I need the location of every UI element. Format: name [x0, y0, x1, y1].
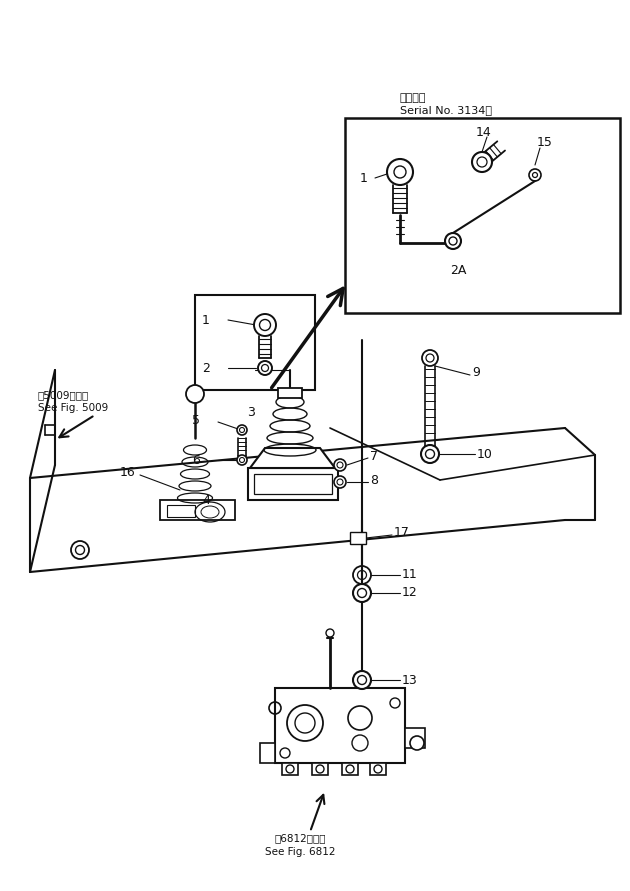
Text: 17: 17	[394, 527, 410, 539]
Circle shape	[353, 671, 371, 689]
Text: 9: 9	[472, 365, 480, 379]
Text: 15: 15	[537, 136, 553, 150]
Text: 適用号機: 適用号機	[400, 93, 427, 103]
Circle shape	[410, 736, 424, 750]
Text: 11: 11	[402, 568, 418, 582]
Bar	[342, 763, 358, 775]
Circle shape	[334, 476, 346, 488]
Text: Serial No. 3134～: Serial No. 3134～	[400, 105, 492, 115]
Circle shape	[237, 455, 247, 465]
Text: 8: 8	[370, 473, 378, 486]
Text: 1: 1	[202, 314, 210, 326]
Text: 2A: 2A	[450, 264, 466, 276]
Circle shape	[445, 233, 461, 249]
Text: See Fig. 6812: See Fig. 6812	[265, 847, 335, 857]
Bar	[248, 468, 338, 500]
Bar	[282, 763, 298, 775]
Polygon shape	[250, 448, 335, 468]
Circle shape	[472, 152, 492, 172]
Bar	[350, 532, 366, 544]
Circle shape	[422, 350, 438, 366]
Bar	[275, 688, 405, 763]
Text: 16: 16	[119, 465, 135, 478]
Circle shape	[326, 629, 334, 637]
Text: 2: 2	[202, 362, 210, 374]
Text: 10: 10	[477, 447, 493, 461]
Circle shape	[387, 159, 413, 185]
Text: 12: 12	[402, 586, 418, 600]
Bar	[345, 118, 620, 313]
Circle shape	[353, 584, 371, 602]
Text: See Fig. 5009: See Fig. 5009	[38, 403, 108, 413]
Circle shape	[186, 385, 204, 403]
Text: 3: 3	[247, 405, 255, 419]
Circle shape	[421, 445, 439, 463]
Polygon shape	[160, 500, 235, 520]
Text: 13: 13	[402, 674, 418, 686]
Text: 6: 6	[192, 454, 200, 467]
Circle shape	[254, 314, 276, 336]
Text: 5: 5	[192, 413, 200, 427]
Text: 第6812図参照: 第6812図参照	[274, 833, 326, 843]
Circle shape	[334, 459, 346, 471]
Bar	[405, 728, 425, 748]
Text: 7: 7	[370, 449, 378, 462]
Text: 1: 1	[360, 171, 368, 184]
Bar	[278, 388, 302, 398]
Text: 14: 14	[476, 126, 492, 138]
Text: 4: 4	[202, 494, 210, 506]
Text: 第5009図参照: 第5009図参照	[38, 390, 89, 400]
Bar	[312, 763, 328, 775]
Circle shape	[71, 541, 89, 559]
Bar	[195, 295, 315, 390]
Bar	[370, 763, 386, 775]
Circle shape	[258, 361, 272, 375]
Bar	[254, 474, 332, 494]
Circle shape	[237, 425, 247, 435]
Bar	[167, 505, 195, 517]
Bar	[260, 743, 275, 763]
